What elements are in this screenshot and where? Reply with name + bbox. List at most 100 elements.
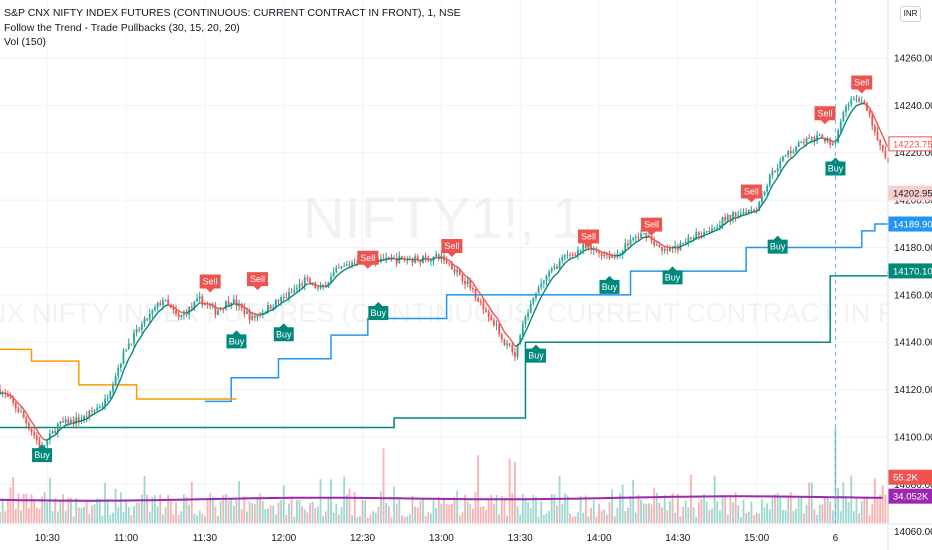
candle-body bbox=[238, 303, 240, 307]
sell-signal: Sell bbox=[357, 250, 379, 269]
volume-bar bbox=[466, 501, 469, 523]
candle-body bbox=[117, 367, 120, 377]
level-teal bbox=[0, 270, 889, 429]
fast-line-seg bbox=[288, 295, 292, 299]
volume-bar bbox=[650, 504, 653, 523]
volume-bar bbox=[879, 494, 882, 523]
volume-bar bbox=[679, 516, 682, 523]
fast-line-seg bbox=[640, 236, 645, 240]
buy-label: Buy bbox=[371, 308, 387, 318]
currency-badge[interactable]: INR bbox=[900, 6, 921, 22]
volume-bar bbox=[847, 501, 850, 523]
volume-bar bbox=[797, 497, 800, 523]
candle-body bbox=[718, 225, 721, 227]
volume-bar bbox=[863, 496, 866, 523]
legend-indicator[interactable]: Follow the Trend - Trade Pullbacks (30, … bbox=[4, 21, 240, 34]
volume-bar bbox=[398, 498, 401, 523]
fast-line-seg bbox=[706, 232, 710, 235]
volume-bar bbox=[377, 507, 380, 523]
legend-symbol[interactable]: S&P CNX NIFTY INDEX FUTURES (CONTINUOUS:… bbox=[4, 7, 461, 19]
volume-bar bbox=[876, 498, 879, 523]
candle-body bbox=[716, 226, 719, 228]
fast-line-seg bbox=[548, 278, 553, 284]
candle-body bbox=[180, 315, 183, 317]
volume-bar bbox=[130, 515, 133, 523]
volume-bar bbox=[91, 505, 93, 523]
volume-bar bbox=[424, 516, 427, 523]
price-tick-label: 14100.00 bbox=[894, 432, 932, 443]
candle-body bbox=[382, 258, 385, 260]
fast-line-seg bbox=[690, 239, 694, 243]
volume-bar bbox=[548, 510, 550, 523]
volume-bar bbox=[240, 509, 243, 523]
fast-line-seg bbox=[351, 264, 355, 267]
fast-line-seg bbox=[354, 263, 358, 266]
fast-line-seg bbox=[834, 138, 839, 143]
fast-line-seg bbox=[845, 116, 850, 123]
fast-line-seg bbox=[696, 236, 700, 239]
volume-bar bbox=[361, 500, 364, 523]
fast-line-seg bbox=[420, 258, 424, 262]
fast-line-seg bbox=[193, 304, 198, 309]
candle-body bbox=[54, 431, 57, 433]
sell-signal: Sell bbox=[641, 217, 663, 236]
volume-bar bbox=[211, 496, 214, 523]
candle-body bbox=[293, 289, 296, 293]
legend-volume[interactable]: Vol (150) bbox=[4, 36, 47, 48]
volume-bar bbox=[648, 503, 650, 523]
fast-line-seg bbox=[291, 293, 295, 298]
candle-body bbox=[803, 142, 805, 144]
fast-line-seg bbox=[619, 253, 623, 256]
volume-bar bbox=[450, 503, 453, 523]
candle-body bbox=[711, 228, 713, 232]
fast-line-seg bbox=[745, 212, 750, 216]
fast-line-seg bbox=[81, 419, 85, 422]
fast-line-seg bbox=[188, 309, 193, 312]
volume-bar bbox=[427, 512, 430, 523]
fast-line-seg bbox=[433, 256, 437, 260]
candle-body bbox=[482, 302, 485, 310]
candle-body bbox=[540, 283, 543, 288]
fast-line-seg bbox=[858, 102, 862, 106]
candle-body bbox=[0, 389, 1, 394]
volume-bar bbox=[498, 514, 501, 523]
candle-body bbox=[193, 301, 196, 308]
volume-bar bbox=[829, 501, 832, 523]
volume-bar bbox=[448, 504, 451, 523]
volume-bar bbox=[256, 497, 259, 523]
volume-bar bbox=[474, 492, 477, 523]
price-tag-label: 14170.10 bbox=[893, 266, 932, 277]
volume-bar bbox=[527, 502, 529, 523]
fast-line-seg bbox=[530, 313, 534, 321]
candle-body bbox=[824, 137, 826, 142]
candle-body bbox=[784, 155, 787, 157]
volume-bar bbox=[708, 509, 711, 523]
candle-body bbox=[879, 140, 882, 146]
candle-body bbox=[167, 299, 170, 305]
fast-line-seg bbox=[456, 266, 461, 270]
fast-line-seg bbox=[430, 258, 434, 261]
candle-body bbox=[164, 299, 167, 301]
fast-line-seg bbox=[96, 410, 101, 413]
candle-body bbox=[161, 300, 164, 306]
trend-levels bbox=[0, 223, 889, 429]
volume-bar bbox=[54, 498, 57, 523]
volume-bar bbox=[206, 498, 209, 523]
volume-bar bbox=[873, 478, 876, 523]
fast-line-seg bbox=[490, 309, 495, 315]
volume-bar bbox=[810, 482, 813, 523]
candle-body bbox=[398, 256, 401, 264]
candle-body bbox=[17, 408, 20, 412]
candle-body bbox=[705, 231, 708, 233]
fast-line-seg bbox=[474, 286, 479, 292]
volume-bar bbox=[219, 501, 222, 523]
fast-line-seg bbox=[627, 246, 632, 250]
candle-body bbox=[106, 398, 109, 400]
candle-body bbox=[477, 297, 480, 302]
price-tick-label: 14240.00 bbox=[894, 101, 932, 112]
fast-line-seg bbox=[175, 308, 180, 312]
candle-body bbox=[750, 209, 753, 211]
fast-line-seg bbox=[346, 266, 350, 270]
